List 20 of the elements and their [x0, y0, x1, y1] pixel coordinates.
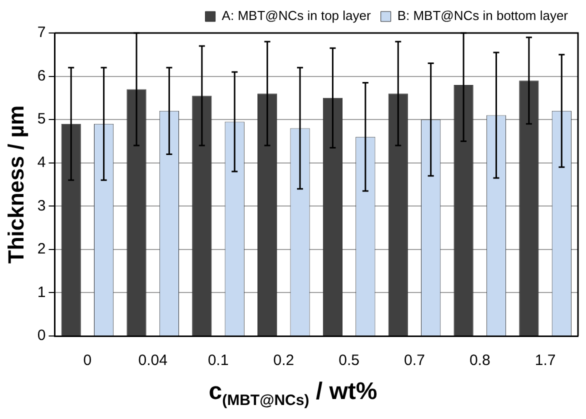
x-tick-label: 0.5 [338, 352, 360, 370]
y-tick-label: 4 [37, 154, 46, 171]
y-tick-label: 3 [37, 197, 46, 214]
y-tick-label: 5 [37, 110, 46, 128]
x-axis-title: c$_{(MBT@NCs)}$ / wt% [208, 378, 378, 409]
x-tick-label: 0.7 [404, 352, 425, 370]
y-tick-label: 2 [37, 240, 46, 258]
x-tick-label: 0.8 [469, 352, 490, 370]
x-tick-label: 1.7 [534, 352, 556, 370]
x-tick-label: 0.04 [138, 352, 168, 370]
y-tick-label: 1 [37, 284, 46, 301]
legend-label: A: MBT@NCs in top layer [222, 8, 372, 24]
x-tick-label: 0.2 [273, 352, 294, 370]
x-tick-label: 0.1 [208, 352, 229, 370]
legend-label: B: MBT@NCs in bottom layer [397, 8, 569, 24]
y-tick-label: 0 [37, 327, 46, 344]
y-axis-title: Thickness / µm [3, 105, 28, 264]
y-tick-label: 6 [37, 67, 46, 84]
x-tick-label: 0 [83, 352, 92, 370]
y-tick-label: 7 [37, 24, 46, 42]
